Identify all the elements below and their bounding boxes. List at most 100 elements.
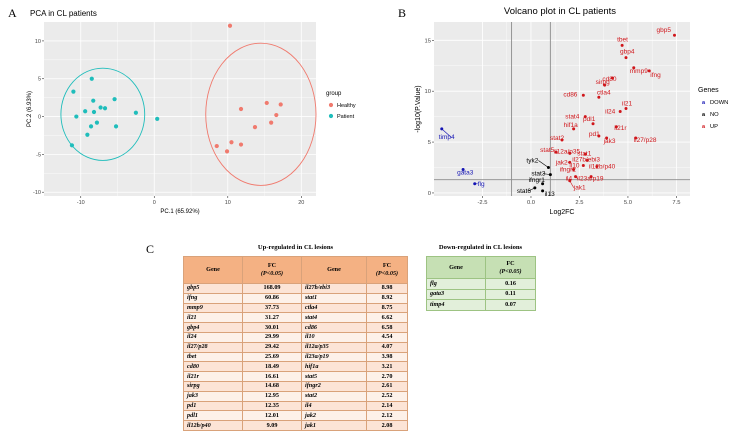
data-point-patient [133,110,138,115]
legend-marker-up: a [702,124,706,130]
x-tick-label: 10 [225,200,231,206]
label-leader-line [538,160,549,168]
gene-label-stat4: stat4 [565,114,579,121]
gene-point-sirpg [603,83,607,87]
data-point-healthy [238,142,244,147]
gene-point-gbp4 [624,56,628,60]
fc-cell: 0.16 [485,278,536,290]
volcano-chart: Volcano plot in CL patients gbp5 tbet gbp4 m… [415,6,728,216]
fc-cell: 31.27 [242,312,302,324]
fc-cell: 0.11 [485,288,536,301]
x-tick-label: 2.5 [575,200,583,206]
gene-point-cd80 [610,76,614,80]
data-point-patient [83,109,88,114]
data-point-patient [89,76,94,81]
gene-cell: pd1 [183,400,243,412]
gene-cell: il12a/p35 [301,341,367,353]
fc-cell: 25.69 [242,351,302,363]
panel-label-a: A [8,6,17,20]
gene-label-sirpg: sirpg [596,79,610,86]
gene-point-timp4 [440,127,444,131]
data-point-patient [88,124,94,129]
gene-point-stat2 [560,138,564,142]
gene-label-ifngr1: ifngr1 [529,177,546,184]
fc-cell: 16.61 [242,371,302,382]
legend-marker-down: a [702,100,706,106]
down-table-header-gene: Gene [426,256,486,279]
gene-cell: ctla4 [301,302,367,314]
fc-cell: 60.86 [242,292,302,304]
gene-point-gata3 [461,168,465,172]
gene-cell: hif1a [301,361,367,373]
gene-cell: il23a/p19 [301,351,367,363]
y-axis-label: PC.2 (6.93%) [27,91,33,127]
gene-label-timp4: timp4 [439,134,455,141]
gene-label-il27-p28: il27/p28 [634,137,657,144]
gene-point-mmp9 [632,66,636,70]
gene-label-il21: il21 [622,100,633,107]
down-regulated-table: Gene FC (P<0.05) flg 0.16 gata3 0.11 timp4 0.0… [426,256,536,311]
data-point-healthy [214,143,219,149]
gene-label-jak2: jak2 [555,159,568,166]
fc-cell: 2.14 [366,400,408,412]
gene-cell: gata3 [426,288,486,301]
fc-cell: 4.07 [366,341,408,353]
y-tick-label: 10 [35,39,41,45]
data-point-patient [69,143,75,148]
up-table-header-gene-2: Gene [301,256,367,284]
data-point-healthy [227,23,233,28]
x-tick-label: -10 [77,200,85,206]
gene-cell: gbp5 [183,283,243,294]
y-tick-label: 5 [428,140,431,146]
gene-point-il23a-p19 [589,175,593,179]
gene-point-il12a-p35 [568,151,572,155]
fc-cell: 8.98 [366,283,408,294]
x-axis-label: Log2FC [550,209,575,216]
gene-cell: sirpg [183,380,243,392]
legend-entry-healthy: Healthy [337,103,356,109]
x-tick-label: 5.0 [624,200,632,206]
fc-cell: 6.62 [366,312,408,324]
gene-label-ifng: ifng [650,72,661,79]
legend-title: group [326,91,342,97]
gene-label-il23a-p19: il23a/p19 [577,176,604,183]
fc-cell: 12.01 [242,410,302,422]
gene-cell: jak2 [301,410,367,422]
y-tick-label: 15 [425,38,431,44]
down-table-header-p: (P<0.05) [499,267,522,275]
gene-cell: flg [426,278,486,290]
gene-label-il27b-ebi3: il27b/ebi3 [572,156,600,163]
gene-cell: stat5 [301,371,367,382]
gene-label-gbp5: gbp5 [656,27,671,34]
gene-point-il4 [574,175,578,179]
data-point-healthy [278,102,283,107]
gene-point-il21r [614,125,618,129]
gene-label-stat3: stat3 [531,171,545,178]
legend-marker-patient [328,113,334,119]
gene-label-pd1: pd1 [589,131,600,138]
gene-point-flg [473,182,477,186]
legend-title: Genes [698,87,719,94]
gene-label-stat6: stat6 [517,188,531,195]
gene-cell: mmp9 [183,302,243,314]
gene-point-il21 [624,106,628,110]
table-row: gbp5 168.09 il27b/ebi3 8.98 [183,283,408,294]
gene-point-hif1a [572,127,576,131]
plot-panel [44,22,316,196]
gene-point-jak1 [568,179,572,183]
y-tick-label: -10 [33,190,41,196]
gene-point-stat5 [554,150,558,154]
gene-label-il10: il10 [569,162,580,169]
gene-point-il24 [618,110,622,114]
data-point-healthy [269,120,274,125]
gene-point-ifngr1 [541,182,545,186]
gene-point-stat1 [583,152,587,156]
down-table-header-fc: FC (P<0.05) [485,256,536,279]
gene-label-ctla4: ctla4 [597,89,611,96]
panel-label-c: C [146,242,155,256]
gene-label-ifngr2: ifngr2 [560,167,577,174]
gene-label-jak3: jak3 [603,138,616,145]
legend-marker-healthy [328,102,334,108]
gene-cell: il21r [183,371,243,382]
gene-label-il12b-p40: il12b/p40 [589,163,616,170]
